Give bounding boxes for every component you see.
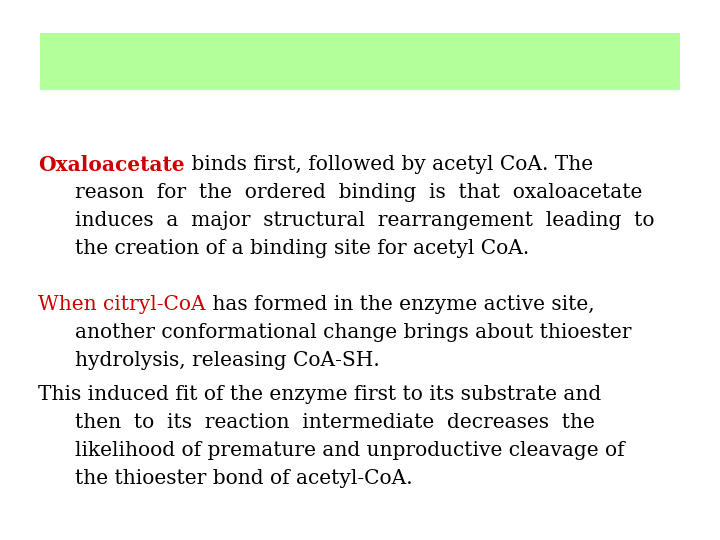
Text: then  to  its  reaction  intermediate  decreases  the: then to its reaction intermediate decrea…: [75, 413, 595, 432]
Text: has formed in the enzyme active site,: has formed in the enzyme active site,: [206, 295, 594, 314]
Text: likelihood of premature and unproductive cleavage of: likelihood of premature and unproductive…: [75, 441, 625, 460]
Text: induces  a  major  structural  rearrangement  leading  to: induces a major structural rearrangement…: [75, 211, 654, 230]
Text: reason  for  the  ordered  binding  is  that  oxaloacetate: reason for the ordered binding is that o…: [75, 183, 642, 202]
Text: another conformational change brings about thioester: another conformational change brings abo…: [75, 323, 631, 342]
Text: the creation of a binding site for acetyl CoA.: the creation of a binding site for acety…: [75, 239, 529, 258]
Text: This induced fit of the enzyme first to its substrate and: This induced fit of the enzyme first to …: [38, 385, 601, 404]
Text: the thioester bond of acetyl-CoA.: the thioester bond of acetyl-CoA.: [75, 469, 413, 488]
Text: Oxaloacetate: Oxaloacetate: [38, 155, 184, 175]
Text: binds first, followed by acetyl CoA. The: binds first, followed by acetyl CoA. The: [184, 155, 593, 174]
FancyBboxPatch shape: [40, 33, 680, 90]
Text: hydrolysis, releasing CoA-SH.: hydrolysis, releasing CoA-SH.: [75, 351, 379, 370]
Text: When citryl-CoA: When citryl-CoA: [38, 295, 206, 314]
